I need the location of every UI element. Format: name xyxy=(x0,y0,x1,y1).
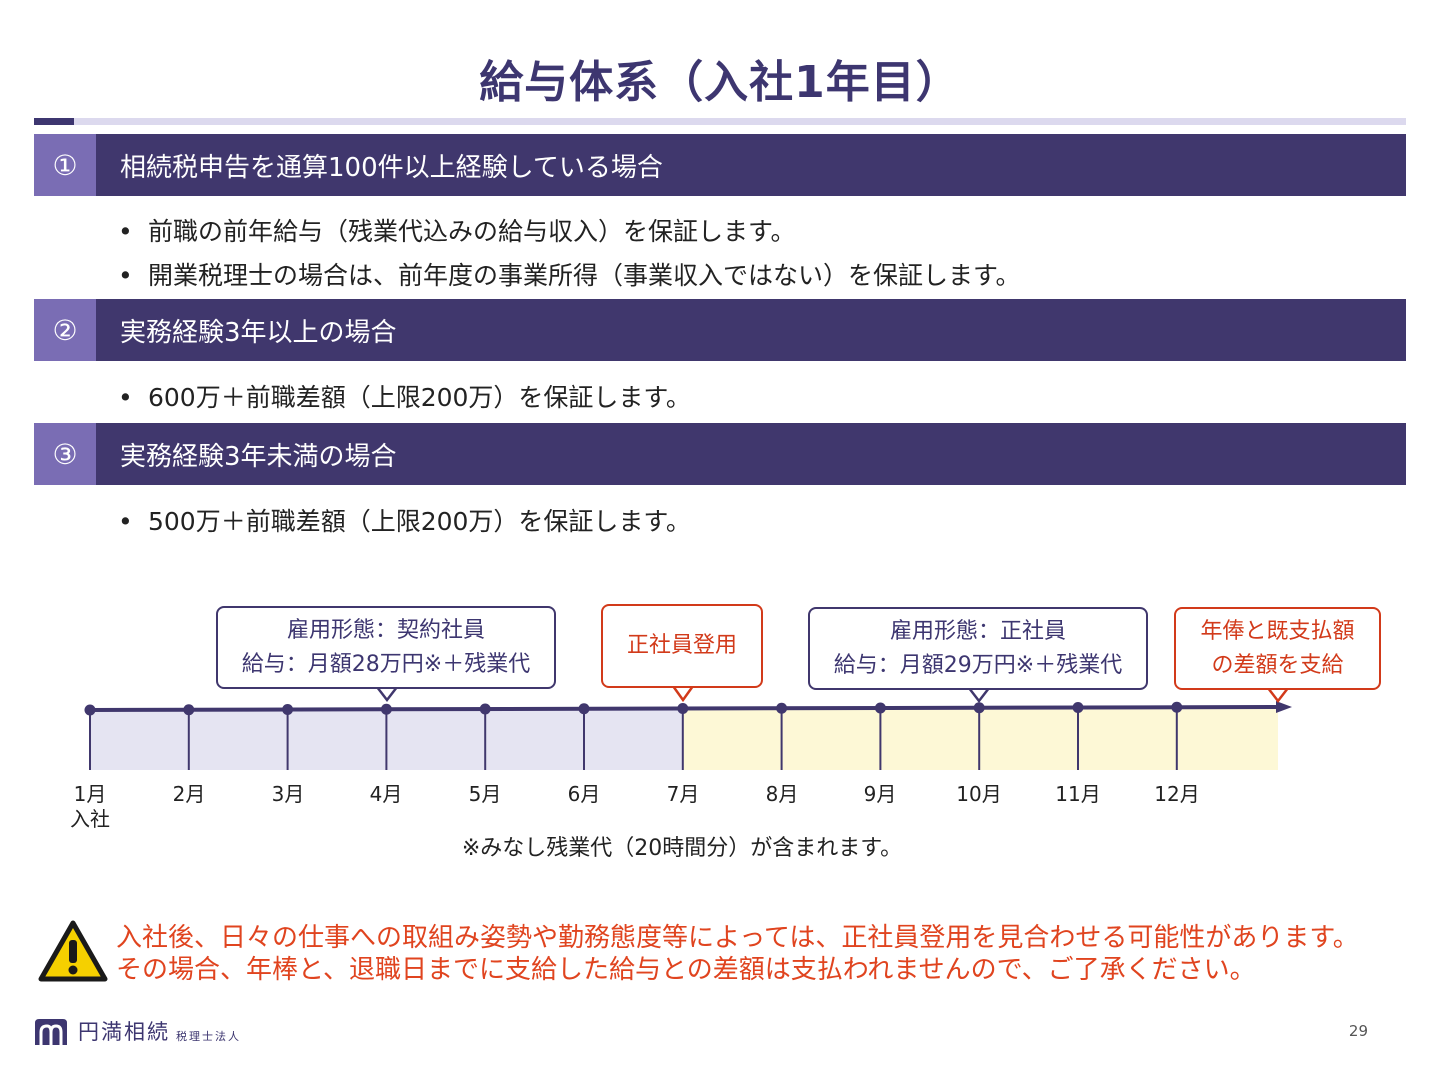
contract-callout-line2: 給与：月額28万円※＋残業代 xyxy=(241,651,531,677)
bullet-text: 600万＋前職差額（上限200万）を保証します。 xyxy=(148,383,691,412)
section-1-header: ① 相続税申告を通算100件以上経験している場合 xyxy=(34,134,1406,196)
company-logo: 円満相続 税理士法人 xyxy=(34,1016,241,1046)
month-marker xyxy=(1072,702,1084,713)
section-2-bullet-1: • 600万＋前職差額（上限200万）を保証します。 xyxy=(118,378,691,414)
month-marker xyxy=(973,702,985,714)
warning-text: 入社後、日々の仕事への取組み姿勢や勤務態度等によっては、正社員登用を見合わせる可… xyxy=(116,922,1359,986)
month-label: 5月 xyxy=(468,782,502,806)
promotion-callout-pointer xyxy=(670,684,696,703)
section-2-number: ② xyxy=(34,299,96,361)
logo-mark-icon xyxy=(35,1019,67,1045)
section-1-heading: 相続税申告を通算100件以上経験している場合 xyxy=(96,134,1406,196)
warning-line-2: その場合、年棒と、退職日までに支給した給与との差額は支払われませんので、ご了承く… xyxy=(116,955,1256,985)
page-number: 29 xyxy=(1348,1022,1368,1040)
logo-subtitle: 税理士法人 xyxy=(176,1030,241,1043)
section-2-heading: 実務経験3年以上の場合 xyxy=(96,299,1406,361)
section-1-bullet-1: • 前職の前年給与（残業代込みの給与収入）を保証します。 xyxy=(118,212,796,248)
fulltime-callout: 雇用形態：正社員 給与：月額29万円※＋残業代 xyxy=(808,607,1148,690)
overtime-note: ※みなし残業代（20時間分）が含まれます。 xyxy=(461,836,903,861)
promotion-callout-text: 正社員登用 xyxy=(626,633,737,658)
month-label: 3月 xyxy=(271,782,305,806)
section-1-bullet-2: • 開業税理士の場合は、前年度の事業所得（事業収入ではない）を保証します。 xyxy=(118,256,1021,292)
settlement-callout-line1: 年俸と既支払額 xyxy=(1200,618,1355,644)
promotion-callout: 正社員登用 xyxy=(601,604,763,688)
month-label: 4月 xyxy=(369,782,403,806)
fulltime-callout-line2: 給与：月額29万円※＋残業代 xyxy=(833,652,1123,678)
bullet-dot: • xyxy=(118,261,133,290)
section-3-heading: 実務経験3年未満の場合 xyxy=(96,423,1406,485)
bullet-dot: • xyxy=(118,507,133,536)
contract-callout-line1: 雇用形態：契約社員 xyxy=(286,617,485,643)
month-marker xyxy=(1171,701,1183,713)
join-month-label: 入社 xyxy=(70,807,110,831)
bullet-text: 開業税理士の場合は、前年度の事業所得（事業収入ではない）を保証します。 xyxy=(148,261,1021,290)
month-label: 10月 xyxy=(956,782,1002,806)
month-label: 1月 xyxy=(73,782,107,806)
logo-name: 円満相続 xyxy=(78,1020,170,1044)
section-1-number: ① xyxy=(34,134,96,196)
bullet-dot: • xyxy=(118,217,133,246)
month-marker xyxy=(84,704,96,716)
month-label: 11月 xyxy=(1055,782,1101,806)
month-ticks xyxy=(89,707,1178,770)
section-3-header: ③ 実務経験3年未満の場合 xyxy=(34,423,1406,485)
title-underline xyxy=(34,118,1406,125)
page-title: 給与体系（入社1年目） xyxy=(479,57,961,108)
month-marker xyxy=(282,704,294,715)
month-label: 6月 xyxy=(567,782,601,806)
settlement-callout: 年俸と既支払額 の差額を支給 xyxy=(1174,607,1381,690)
month-marker xyxy=(776,702,788,714)
contract-callout: 雇用形態：契約社員 給与：月額28万円※＋残業代 xyxy=(216,606,556,689)
month-marker xyxy=(183,704,195,716)
month-marker xyxy=(578,703,590,715)
bullet-text: 前職の前年給与（残業代込みの給与収入）を保証します。 xyxy=(148,217,796,246)
month-marker xyxy=(874,702,886,714)
warning-icon xyxy=(38,920,108,982)
month-marker xyxy=(479,703,491,715)
month-markers xyxy=(84,701,1183,716)
month-label: 12月 xyxy=(1154,782,1200,806)
month-label: 8月 xyxy=(765,782,799,806)
bullet-dot: • xyxy=(118,383,133,412)
timeline-arrowhead xyxy=(1276,701,1292,713)
settlement-callout-line2: の差額を支給 xyxy=(1211,652,1344,678)
section-3-number: ③ xyxy=(34,423,96,485)
month-marker xyxy=(380,703,392,715)
month-label: 2月 xyxy=(172,782,206,806)
fulltime-callout-line1: 雇用形態：正社員 xyxy=(889,618,1066,644)
bullet-text: 500万＋前職差額（上限200万）を保証します。 xyxy=(148,507,691,536)
section-3-bullet-1: • 500万＋前職差額（上限200万）を保証します。 xyxy=(118,502,691,538)
section-2-header: ② 実務経験3年以上の場合 xyxy=(34,299,1406,361)
month-label: 7月 xyxy=(666,782,700,806)
title-underline-accent xyxy=(34,118,74,125)
month-label: 9月 xyxy=(863,782,897,806)
warning-line-1: 入社後、日々の仕事への取組み姿勢や勤務態度等によっては、正社員登用を見合わせる可… xyxy=(116,923,1359,953)
month-marker xyxy=(677,703,689,714)
